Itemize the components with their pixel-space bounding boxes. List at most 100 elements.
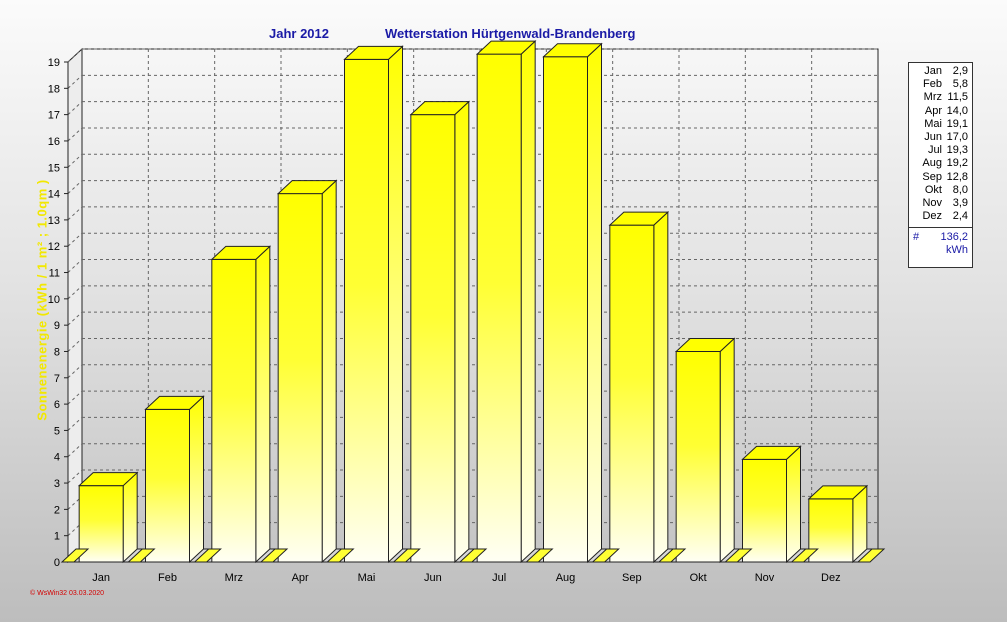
legend-month: Okt bbox=[924, 183, 942, 196]
legend-row: Dez 2,4 bbox=[909, 210, 972, 223]
legend-row: Jun 17,0 bbox=[909, 131, 972, 144]
x-tick-label: Nov bbox=[755, 572, 775, 584]
floor-plate bbox=[326, 548, 355, 563]
bar-top bbox=[210, 245, 272, 260]
x-tick-label: Jan bbox=[92, 572, 110, 584]
legend-month: Jun bbox=[924, 130, 942, 143]
x-tick-label: Mai bbox=[358, 572, 376, 584]
bar-side bbox=[587, 42, 602, 564]
legend-value: 2,9 bbox=[952, 65, 968, 77]
bar bbox=[145, 408, 190, 563]
legend-value: 19,3 bbox=[946, 144, 968, 157]
y-tick-label: 13 bbox=[48, 215, 60, 227]
bar-side bbox=[653, 211, 669, 564]
floor-plate bbox=[259, 548, 289, 563]
bar-top bbox=[475, 40, 537, 55]
bar-top bbox=[741, 445, 802, 460]
bar bbox=[808, 498, 854, 563]
legend-value: 14,0 bbox=[946, 104, 968, 117]
bar-side bbox=[122, 471, 138, 564]
y-tick-label: 18 bbox=[48, 83, 60, 95]
x-tick-label: Apr bbox=[292, 572, 309, 584]
bar-top bbox=[608, 211, 670, 226]
legend-month: Jan bbox=[924, 65, 942, 77]
bar bbox=[277, 193, 323, 563]
legend-row: Mrz 11,5 bbox=[909, 91, 972, 104]
bar-top bbox=[807, 485, 869, 500]
legend-month: Nov bbox=[922, 196, 942, 209]
bar-top bbox=[144, 395, 205, 410]
legend-row: Jul 19,3 bbox=[909, 144, 972, 157]
bar-top bbox=[343, 45, 404, 60]
legend-month: Apr bbox=[924, 104, 942, 117]
legend-month: Mai bbox=[924, 117, 942, 130]
floor-plate bbox=[856, 548, 886, 563]
legend-row: Okt 8,0 bbox=[909, 184, 972, 197]
legend-value: 12,8 bbox=[946, 170, 968, 183]
y-tick-label: 9 bbox=[54, 320, 60, 332]
y-tick-label: 4 bbox=[54, 452, 60, 464]
y-tick-label: 1 bbox=[54, 531, 60, 543]
legend-month: Jul bbox=[927, 144, 942, 157]
y-tick-label: 11 bbox=[49, 268, 60, 280]
bar bbox=[742, 458, 787, 563]
legend-value: 19,1 bbox=[946, 117, 968, 130]
footer-credit: © WsWin32 03.03.2020 bbox=[30, 590, 105, 597]
y-tick-label: 12 bbox=[48, 241, 60, 253]
bar-top bbox=[674, 337, 736, 352]
values-legend: Jan 2,9 Feb 5,8 Mrz 11,5 Apr 14,0 Mai 19,1 Jun 17,0… bbox=[908, 62, 973, 268]
legend-month: Aug bbox=[922, 157, 942, 170]
bar-side bbox=[255, 245, 271, 564]
legend-row: Aug 19,2 bbox=[909, 157, 972, 170]
bar-side bbox=[520, 39, 536, 564]
legend-value: 8,0 bbox=[952, 183, 968, 196]
x-tick-label: Jun bbox=[424, 572, 442, 584]
y-tick-label: 5 bbox=[54, 425, 60, 437]
y-tick-label: 15 bbox=[48, 162, 60, 174]
chart-station-title: Wetterstation Hürtgenwald-Brandenberg bbox=[385, 26, 636, 41]
y-tick-label: 6 bbox=[54, 399, 60, 411]
bar bbox=[543, 56, 588, 563]
legend-row: Feb 5,8 bbox=[909, 78, 972, 91]
bar-top bbox=[409, 101, 471, 116]
legend-month: Mrz bbox=[923, 91, 942, 104]
floor-plate bbox=[392, 548, 421, 563]
y-tick-label: 7 bbox=[54, 373, 60, 385]
x-tick-label: Sep bbox=[622, 572, 642, 584]
y-tick-label: 8 bbox=[54, 346, 60, 358]
floor-plate bbox=[193, 548, 222, 563]
legend-month: Sep bbox=[922, 170, 942, 183]
x-tick-label: Dez bbox=[821, 572, 841, 584]
legend-row: Apr 14,0 bbox=[909, 105, 972, 118]
legend-total-row: # 136,2 bbox=[909, 231, 972, 244]
legend-value: 11,5 bbox=[947, 91, 968, 104]
y-tick-label: 14 bbox=[48, 189, 60, 201]
bar-top bbox=[77, 472, 139, 487]
legend-total-symbol: # bbox=[913, 231, 920, 244]
legend-month: Dez bbox=[922, 210, 942, 223]
y-tick-label: 0 bbox=[54, 557, 60, 569]
y-tick-label: 17 bbox=[48, 110, 60, 122]
y-tick-label: 19 bbox=[48, 57, 60, 69]
x-tick-label: Aug bbox=[556, 572, 576, 584]
legend-value: 5,8 bbox=[952, 78, 968, 91]
legend-value: 17,0 bbox=[946, 130, 968, 143]
bar-side bbox=[321, 179, 337, 564]
floor-plate bbox=[458, 548, 488, 563]
chart-year-title: Jahr 2012 bbox=[269, 26, 329, 41]
bar bbox=[609, 224, 655, 563]
floor-plate bbox=[790, 548, 819, 563]
bar bbox=[344, 58, 389, 563]
legend-unit: kWh bbox=[946, 244, 968, 257]
floor-plate bbox=[591, 548, 620, 563]
legend-total-value: 136,2 bbox=[940, 231, 968, 244]
bar bbox=[476, 53, 522, 563]
legend-row: Nov 3,9 bbox=[909, 197, 972, 210]
bar bbox=[211, 258, 257, 563]
bar-side bbox=[719, 337, 735, 564]
x-tick-label: Okt bbox=[690, 572, 707, 584]
y-tick-label: 16 bbox=[48, 136, 60, 148]
legend-value: 2,4 bbox=[952, 210, 968, 223]
y-tick-label: 2 bbox=[54, 504, 60, 516]
